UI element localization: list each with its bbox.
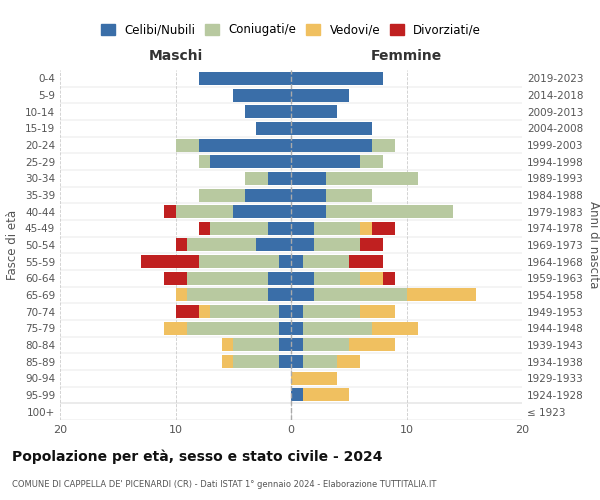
Bar [222, 355, 233, 368]
Bar [291, 222, 314, 235]
Text: COMUNE DI CAPPELLA DE' PICENARDI (CR) - Dati ISTAT 1° gennaio 2024 - Elaborazion: COMUNE DI CAPPELLA DE' PICENARDI (CR) - … [12, 480, 436, 489]
Bar [302, 322, 372, 335]
Bar [360, 238, 383, 252]
Bar [291, 338, 302, 351]
Bar [291, 105, 337, 118]
Bar [360, 222, 372, 235]
Bar [291, 355, 302, 368]
Bar [407, 288, 476, 302]
Bar [199, 255, 280, 268]
Bar [326, 205, 453, 218]
Y-axis label: Anni di nascita: Anni di nascita [587, 202, 600, 288]
Bar [164, 272, 187, 285]
Bar [326, 188, 372, 202]
Bar [349, 255, 383, 268]
Bar [233, 355, 280, 368]
Bar [233, 88, 291, 102]
Bar [199, 305, 210, 318]
Bar [199, 222, 210, 235]
Text: Femmine: Femmine [371, 49, 442, 63]
Bar [314, 288, 407, 302]
Bar [268, 288, 291, 302]
Bar [245, 105, 291, 118]
Bar [360, 272, 383, 285]
Bar [360, 305, 395, 318]
Bar [314, 272, 360, 285]
Bar [291, 172, 326, 185]
Bar [291, 205, 326, 218]
Bar [268, 222, 291, 235]
Bar [245, 172, 268, 185]
Bar [302, 355, 337, 368]
Bar [291, 238, 314, 252]
Bar [326, 172, 418, 185]
Bar [372, 222, 395, 235]
Bar [280, 338, 291, 351]
Bar [302, 338, 349, 351]
Bar [280, 255, 291, 268]
Bar [291, 322, 302, 335]
Bar [164, 322, 187, 335]
Text: Popolazione per età, sesso e stato civile - 2024: Popolazione per età, sesso e stato civil… [12, 450, 383, 464]
Bar [302, 305, 360, 318]
Bar [291, 188, 326, 202]
Bar [233, 338, 280, 351]
Bar [280, 305, 291, 318]
Bar [314, 222, 360, 235]
Bar [291, 88, 349, 102]
Bar [314, 238, 360, 252]
Bar [256, 122, 291, 135]
Bar [302, 255, 349, 268]
Bar [337, 355, 360, 368]
Bar [176, 205, 233, 218]
Bar [187, 322, 280, 335]
Bar [372, 322, 418, 335]
Text: Maschi: Maschi [148, 49, 203, 63]
Bar [210, 305, 280, 318]
Bar [141, 255, 199, 268]
Bar [187, 288, 268, 302]
Bar [199, 138, 291, 151]
Bar [291, 288, 314, 302]
Bar [268, 272, 291, 285]
Y-axis label: Fasce di età: Fasce di età [7, 210, 19, 280]
Bar [233, 205, 291, 218]
Bar [210, 155, 291, 168]
Legend: Celibi/Nubili, Coniugati/e, Vedovi/e, Divorziati/e: Celibi/Nubili, Coniugati/e, Vedovi/e, Di… [97, 20, 485, 40]
Bar [256, 238, 291, 252]
Bar [176, 288, 187, 302]
Bar [199, 188, 245, 202]
Bar [176, 305, 199, 318]
Bar [291, 255, 302, 268]
Bar [176, 138, 199, 151]
Bar [291, 122, 372, 135]
Bar [349, 338, 395, 351]
Bar [291, 305, 302, 318]
Bar [291, 72, 383, 85]
Bar [199, 155, 210, 168]
Bar [176, 238, 187, 252]
Bar [268, 172, 291, 185]
Bar [291, 388, 302, 402]
Bar [245, 188, 291, 202]
Bar [291, 272, 314, 285]
Bar [187, 238, 256, 252]
Bar [187, 272, 268, 285]
Bar [280, 322, 291, 335]
Bar [360, 155, 383, 168]
Bar [302, 388, 349, 402]
Bar [164, 205, 176, 218]
Bar [291, 372, 337, 385]
Bar [291, 155, 360, 168]
Bar [199, 72, 291, 85]
Bar [210, 222, 268, 235]
Bar [372, 138, 395, 151]
Bar [383, 272, 395, 285]
Bar [280, 355, 291, 368]
Bar [222, 338, 233, 351]
Bar [291, 138, 372, 151]
